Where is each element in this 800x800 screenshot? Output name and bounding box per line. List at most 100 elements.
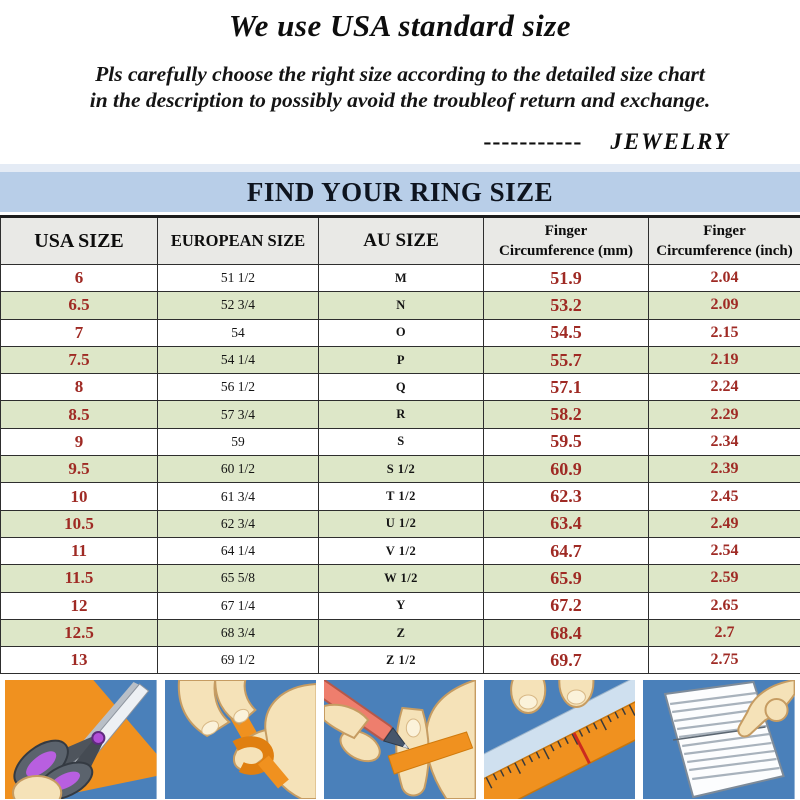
circumference-mm-cell: 58.2	[483, 400, 649, 429]
european-size-cell: 65 5/8	[157, 564, 319, 593]
european-size-cell: 51 1/2	[157, 263, 319, 293]
usa-size-cell: 10.5	[0, 509, 158, 538]
column-header-usa-size: USA SIZE	[0, 216, 158, 265]
circumference-inch-cell: 2.34	[648, 427, 800, 457]
circumference-inch-cell: 2.45	[648, 482, 800, 511]
circumference-inch-cell: 2.7	[648, 618, 800, 648]
table-body: 6 51 1/2 M 51.9 2.04 6.5 52 3/4 N 53.2 2…	[0, 263, 800, 675]
european-size-cell: 67 1/4	[157, 591, 319, 620]
table-row: 10 61 3/4 T 1/2 62.3 2.45	[0, 482, 800, 511]
circumference-inch-cell: 2.65	[648, 591, 800, 620]
point-at-size-chart-illustration	[643, 680, 795, 800]
table-header-row: USA SIZE EUROPEAN SIZE AU SIZE Finger Ci…	[0, 216, 800, 265]
banner-top-strip	[0, 164, 800, 172]
circumference-mm-cell: 59.5	[483, 427, 649, 457]
find-your-ring-size-banner: FIND YOUR RING SIZE	[0, 172, 800, 212]
table-row: 11 64 1/4 V 1/2 64.7 2.54	[0, 536, 800, 566]
table-row: 11.5 65 5/8 W 1/2 65.9 2.59	[0, 564, 800, 593]
table-row: 12.5 68 3/4 Z 68.4 2.7	[0, 618, 800, 648]
circumference-mm-cell: 57.1	[483, 373, 649, 402]
european-size-cell: 68 3/4	[157, 618, 319, 648]
au-size-cell: U 1/2	[318, 509, 484, 538]
european-size-cell: 69 1/2	[157, 646, 319, 675]
size-advice-line-2: in the description to possibly avoid the…	[89, 88, 711, 112]
european-size-cell: 60 1/2	[157, 455, 319, 484]
usa-size-cell: 8	[0, 373, 158, 402]
brand-name: JEWELRY	[610, 129, 730, 154]
circumference-mm-cell: 62.3	[483, 482, 649, 511]
usa-size-cell: 13	[0, 646, 158, 675]
table-row: 8.5 57 3/4 R 58.2 2.29	[0, 400, 800, 429]
au-size-cell: Y	[318, 591, 484, 620]
circumference-mm-cell: 51.9	[483, 263, 649, 293]
circumference-mm-cell: 67.2	[483, 591, 649, 620]
european-size-cell: 52 3/4	[157, 291, 319, 320]
circumference-mm-cell: 65.9	[483, 564, 649, 593]
column-header-circumference-mm-line2: Circumference (mm)	[499, 243, 633, 259]
european-size-cell: 62 3/4	[157, 509, 319, 538]
usa-size-cell: 8.5	[0, 400, 158, 429]
table-row: 10.5 62 3/4 U 1/2 63.4 2.49	[0, 509, 800, 538]
top-text-section: We use USA standard size Pls carefully c…	[0, 0, 800, 164]
step-panel-5	[643, 680, 795, 800]
circumference-inch-cell: 2.49	[648, 509, 800, 538]
usa-size-cell: 9	[0, 427, 158, 457]
au-size-cell: N	[318, 291, 484, 320]
brand-dashes: -----------	[483, 129, 583, 155]
usa-size-cell: 6	[0, 263, 158, 293]
brand-signature: ----------- JEWELRY	[0, 129, 800, 156]
circumference-mm-cell: 55.7	[483, 345, 649, 375]
circumference-mm-cell: 64.7	[483, 536, 649, 566]
scissors-cut-strip-illustration	[5, 680, 157, 800]
usa-size-cell: 9.5	[0, 455, 158, 484]
circumference-inch-cell: 2.75	[648, 646, 800, 675]
step-panel-2	[164, 680, 317, 800]
usa-size-cell: 6.5	[0, 291, 158, 320]
circumference-inch-cell: 2.24	[648, 373, 800, 402]
circumference-mm-cell: 60.9	[483, 455, 649, 484]
circumference-inch-cell: 2.09	[648, 291, 800, 320]
au-size-cell: Z	[318, 618, 484, 648]
table-row: 8 56 1/2 Q 57.1 2.24	[0, 373, 800, 402]
measuring-steps-strip	[0, 674, 800, 800]
mark-strip-with-pen-illustration	[324, 680, 476, 800]
table-row: 6 51 1/2 M 51.9 2.04	[0, 263, 800, 293]
au-size-cell: V 1/2	[318, 536, 484, 566]
size-advice-text: Pls carefully choose the right size acco…	[10, 61, 790, 113]
table-row: 13 69 1/2 Z 1/2 69.7 2.75	[0, 646, 800, 675]
usa-size-cell: 12	[0, 591, 158, 620]
size-advice-line-1: Pls carefully choose the right size acco…	[95, 62, 705, 86]
circumference-inch-cell: 2.29	[648, 400, 800, 429]
european-size-cell: 54 1/4	[157, 345, 319, 375]
au-size-cell: S 1/2	[318, 455, 484, 484]
circumference-mm-cell: 63.4	[483, 509, 649, 538]
circumference-mm-cell: 69.7	[483, 646, 649, 675]
table-row: 9.5 60 1/2 S 1/2 60.9 2.39	[0, 455, 800, 484]
circumference-inch-cell: 2.39	[648, 455, 800, 484]
column-header-circumference-mm: Finger Circumference (mm)	[483, 216, 649, 265]
european-size-cell: 59	[157, 427, 319, 457]
european-size-cell: 57 3/4	[157, 400, 319, 429]
au-size-cell: Z 1/2	[318, 646, 484, 675]
au-size-cell: T 1/2	[318, 482, 484, 511]
usa-size-cell: 11	[0, 536, 158, 566]
column-header-circumference-mm-line1: Finger	[544, 222, 588, 239]
au-size-cell: P	[318, 345, 484, 375]
table-row: 7.5 54 1/4 P 55.7 2.19	[0, 345, 800, 375]
au-size-cell: W 1/2	[318, 564, 484, 593]
table-row: 6.5 52 3/4 N 53.2 2.09	[0, 291, 800, 320]
table-row: 12 67 1/4 Y 67.2 2.65	[0, 591, 800, 620]
european-size-cell: 56 1/2	[157, 373, 319, 402]
column-header-european-size: EUROPEAN SIZE	[157, 216, 319, 265]
ring-size-table: USA SIZE EUROPEAN SIZE AU SIZE Finger Ci…	[0, 215, 800, 675]
usa-size-cell: 7.5	[0, 345, 158, 375]
circumference-mm-cell: 68.4	[483, 618, 649, 648]
european-size-cell: 64 1/4	[157, 536, 319, 566]
au-size-cell: Q	[318, 373, 484, 402]
step-panel-3	[324, 680, 476, 800]
circumference-inch-cell: 2.19	[648, 345, 800, 375]
usa-size-cell: 11.5	[0, 564, 158, 593]
circumference-mm-cell: 54.5	[483, 318, 649, 347]
banner-divider	[0, 212, 800, 215]
circumference-inch-cell: 2.04	[648, 263, 800, 293]
